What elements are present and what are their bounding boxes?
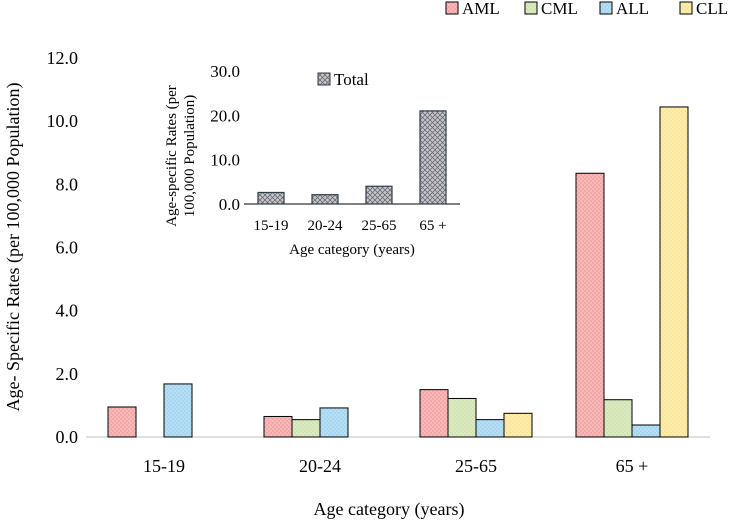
bar-all-25-65 xyxy=(475,419,505,438)
bar-aml-20-24 xyxy=(263,415,293,438)
main-x-tick-20-24: 20-24 xyxy=(299,456,341,476)
inset-x-axis-title: Age category (years) xyxy=(289,242,415,258)
main-x-tick-labels: 15-19 20-24 25-65 65 + xyxy=(143,456,648,476)
main-legend: AML CML ALL CLL xyxy=(445,0,728,18)
main-x-tick-25-65: 25-65 xyxy=(455,456,497,476)
main-y-tick-2-0: 2.0 xyxy=(56,364,79,384)
main-x-axis-title: Age category (years) xyxy=(314,499,465,520)
inset-bars xyxy=(257,110,447,205)
inset-legend-swatch-total xyxy=(317,72,331,86)
bar-all-65 xyxy=(631,424,661,438)
inset-y-axis-title-line1: Age-specific Rates (per xyxy=(164,85,180,227)
inset-y-axis-title-line2: 100,000 Population) xyxy=(182,95,198,218)
main-y-tick-8-0: 8.0 xyxy=(56,174,79,194)
legend-label-cml: CML xyxy=(541,0,578,18)
inset-bar-total-15-19 xyxy=(257,191,285,205)
inset-y-tick-labels: 0.0 10.0 20.0 30.0 xyxy=(210,62,240,214)
inset-legend-label-total: Total xyxy=(334,70,369,89)
inset-legend: Total xyxy=(317,70,369,89)
main-y-axis-title: Age- Specific Rates (per 100,000 Populat… xyxy=(3,83,24,412)
bar-aml-65 xyxy=(575,172,605,438)
main-y-tick-10-0: 10.0 xyxy=(47,111,79,131)
legend-label-all: ALL xyxy=(616,0,649,18)
main-y-tick-6-0: 6.0 xyxy=(56,238,79,258)
inset-y-tick-20-0: 20.0 xyxy=(210,106,240,125)
bar-all-20-24 xyxy=(319,407,349,438)
main-bars xyxy=(107,106,689,438)
legend-swatch-cml xyxy=(524,1,538,15)
inset-y-tick-0-0: 0.0 xyxy=(219,195,240,214)
inset-bar-total-20-24 xyxy=(311,194,339,205)
inset-y-tick-30-0: 30.0 xyxy=(210,62,240,81)
main-y-tick-0-0: 0.0 xyxy=(56,427,79,447)
main-y-tick-12-0: 12.0 xyxy=(47,48,79,68)
bar-cml-25-65 xyxy=(447,397,477,438)
main-y-tick-labels: 0.0 2.0 4.0 6.0 8.0 10.0 12.0 xyxy=(47,48,79,447)
bar-cml-65 xyxy=(603,399,633,438)
inset-bar-total-25-65 xyxy=(365,185,393,205)
legend-swatch-aml xyxy=(445,1,459,15)
inset-x-tick-15-19: 15-19 xyxy=(254,218,289,234)
legend-swatch-all xyxy=(599,1,613,15)
bar-aml-15-19 xyxy=(107,406,137,438)
legend-swatch-cll xyxy=(679,1,693,15)
inset-x-tick-labels: 15-19 20-24 25-65 65 + xyxy=(254,218,447,234)
bar-cll-25-65 xyxy=(503,412,533,438)
inset-x-tick-65: 65 + xyxy=(419,218,446,234)
inset-bar-total-65 xyxy=(419,110,447,205)
legend-label-cll: CLL xyxy=(696,0,728,18)
legend-label-aml: AML xyxy=(462,0,500,18)
inset-plot: 0.0 10.0 20.0 30.0 15-19 20-24 25-65 65 + Age … xyxy=(164,62,460,258)
inset-y-tick-10-0: 10.0 xyxy=(210,151,240,170)
bar-cll-65 xyxy=(659,106,689,438)
inset-x-tick-25-65: 25-65 xyxy=(362,218,397,234)
bar-cml-20-24 xyxy=(291,419,321,438)
inset-x-tick-20-24: 20-24 xyxy=(308,218,343,234)
bar-all-15-19 xyxy=(163,383,193,438)
bar-aml-25-65 xyxy=(419,389,449,438)
main-y-tick-4-0: 4.0 xyxy=(56,301,79,321)
main-x-tick-65: 65 + xyxy=(616,456,649,476)
main-x-tick-15-19: 15-19 xyxy=(143,456,185,476)
main-plot: 0.0 2.0 4.0 6.0 8.0 10.0 12.0 15-19 20-24 25-65 6… xyxy=(3,48,710,520)
